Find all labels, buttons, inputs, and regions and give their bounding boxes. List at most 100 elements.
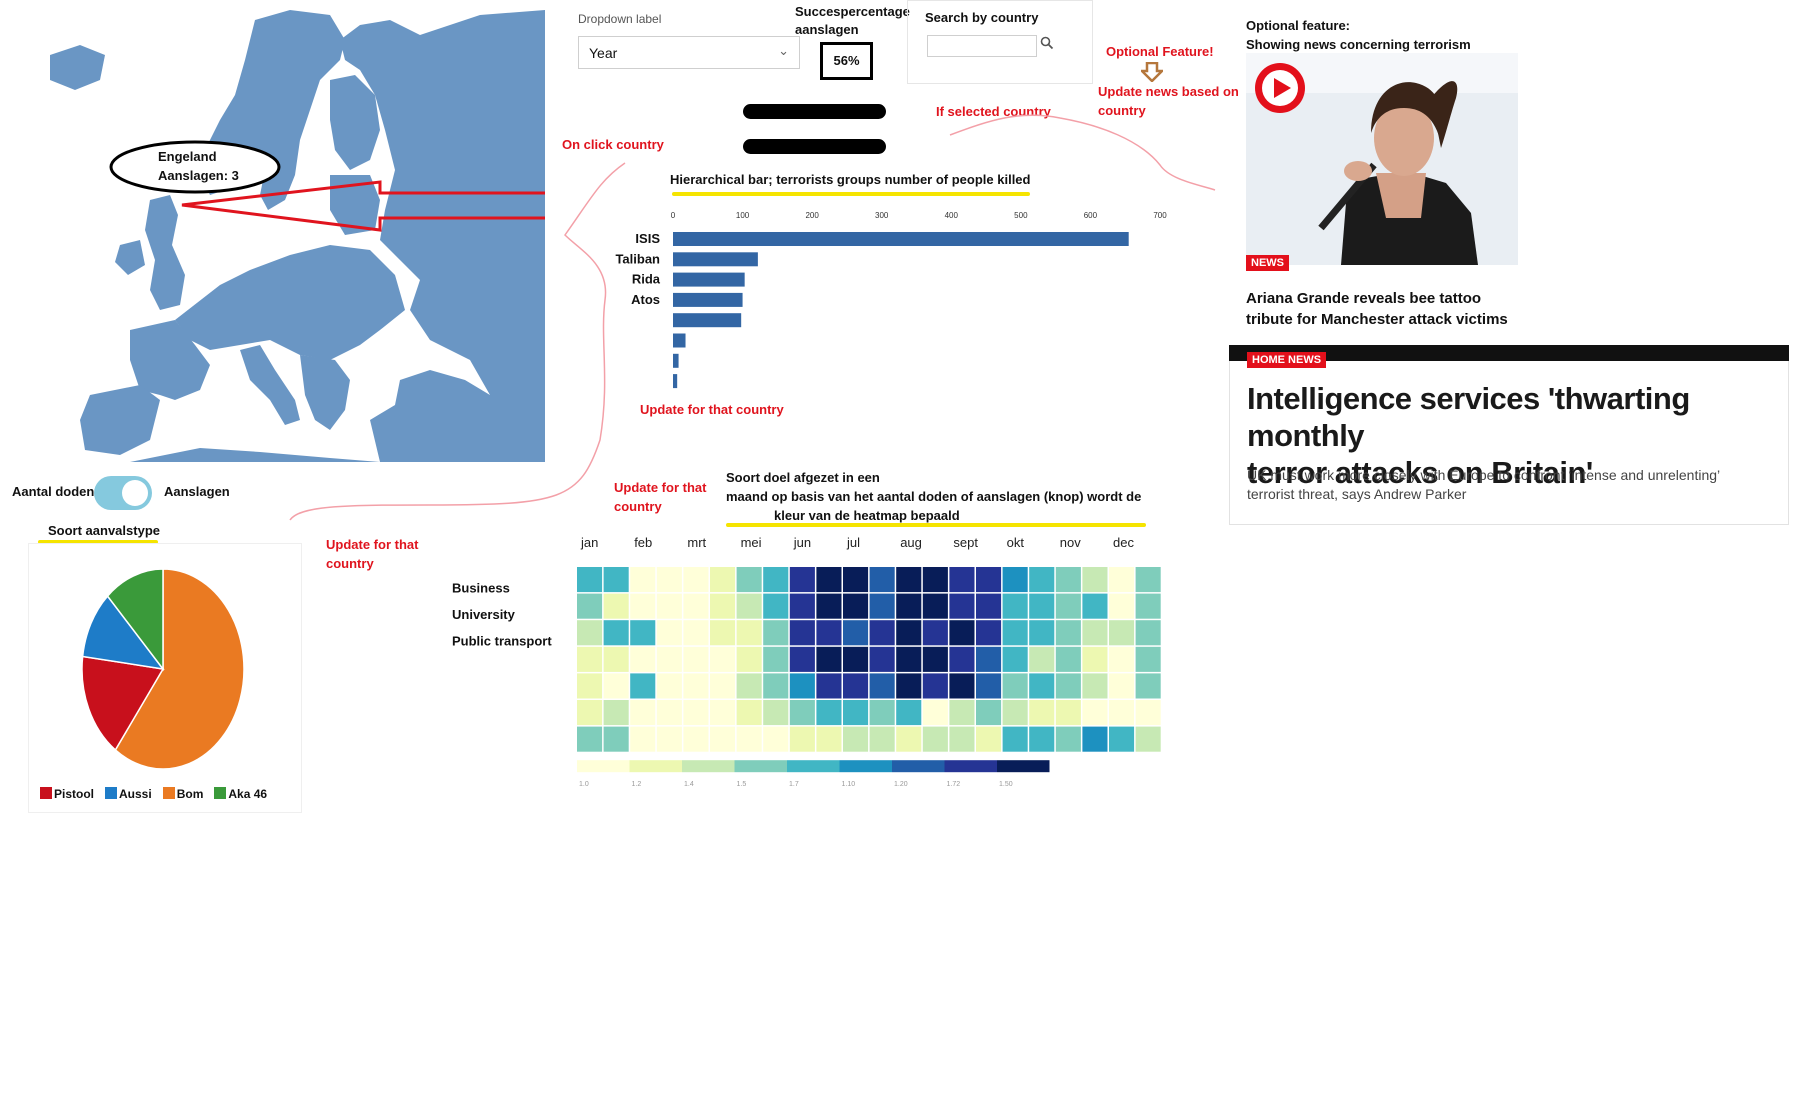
heatmap-cell[interactable] xyxy=(1082,726,1108,752)
news-headline-2[interactable]: Intelligence services 'thwarting monthly… xyxy=(1247,380,1787,491)
heatmap-cell[interactable] xyxy=(1135,726,1161,752)
heatmap-cell[interactable] xyxy=(843,567,869,593)
heatmap-cell[interactable] xyxy=(843,593,869,619)
country-search-input[interactable] xyxy=(927,35,1037,57)
heatmap-cell[interactable] xyxy=(1055,646,1081,672)
bar[interactable] xyxy=(673,353,679,368)
heatmap-cell[interactable] xyxy=(630,673,656,699)
heatmap-cell[interactable] xyxy=(976,700,1002,726)
heatmap-cell[interactable] xyxy=(816,620,842,646)
heatmap-cell[interactable] xyxy=(1029,726,1055,752)
heatmap-cell[interactable] xyxy=(603,700,629,726)
heatmap-cell[interactable] xyxy=(816,700,842,726)
heatmap-cell[interactable] xyxy=(1055,567,1081,593)
heatmap-cell[interactable] xyxy=(736,700,762,726)
heatmap-cell[interactable] xyxy=(710,673,736,699)
heatmap-cell[interactable] xyxy=(869,726,895,752)
heatmap-cell[interactable] xyxy=(1029,567,1055,593)
europe-map[interactable] xyxy=(0,0,582,462)
play-video-icon[interactable] xyxy=(1253,61,1307,120)
heatmap-cell[interactable] xyxy=(789,620,815,646)
heatmap-cell[interactable] xyxy=(1082,567,1108,593)
heatmap-cell[interactable] xyxy=(789,593,815,619)
heatmap-cell[interactable] xyxy=(683,646,709,672)
heatmap-cell[interactable] xyxy=(1002,620,1028,646)
heatmap-cell[interactable] xyxy=(736,646,762,672)
heatmap-cell[interactable] xyxy=(656,646,682,672)
heatmap-cell[interactable] xyxy=(789,567,815,593)
heatmap-cell[interactable] xyxy=(1109,620,1135,646)
heatmap-cell[interactable] xyxy=(1135,567,1161,593)
heatmap-cell[interactable] xyxy=(976,646,1002,672)
heatmap-cell[interactable] xyxy=(1029,646,1055,672)
heatmap-cell[interactable] xyxy=(976,673,1002,699)
bar[interactable] xyxy=(673,232,1129,246)
heatmap-cell[interactable] xyxy=(736,620,762,646)
heatmap-cell[interactable] xyxy=(736,726,762,752)
heatmap-cell[interactable] xyxy=(577,567,603,593)
heatmap-cell[interactable] xyxy=(869,646,895,672)
heatmap-cell[interactable] xyxy=(683,593,709,619)
heatmap-cell[interactable] xyxy=(710,593,736,619)
heatmap-cell[interactable] xyxy=(1109,593,1135,619)
heatmap-cell[interactable] xyxy=(1135,700,1161,726)
heatmap-cell[interactable] xyxy=(922,700,948,726)
year-dropdown[interactable]: Year ⌄ xyxy=(578,36,800,69)
heatmap-cell[interactable] xyxy=(1135,673,1161,699)
bar[interactable] xyxy=(673,313,742,328)
heatmap-cell[interactable] xyxy=(603,567,629,593)
bar[interactable] xyxy=(673,333,686,348)
heatmap-cell[interactable] xyxy=(630,567,656,593)
heatmap-cell[interactable] xyxy=(1002,646,1028,672)
heatmap-cell[interactable] xyxy=(763,567,789,593)
heatmap-cell[interactable] xyxy=(656,673,682,699)
heatmap-cell[interactable] xyxy=(949,700,975,726)
heatmap-cell[interactable] xyxy=(896,646,922,672)
bar[interactable] xyxy=(673,272,745,287)
heatmap-cell[interactable] xyxy=(1002,593,1028,619)
heatmap-cell[interactable] xyxy=(789,700,815,726)
heatmap-cell[interactable] xyxy=(1055,700,1081,726)
heatmap-cell[interactable] xyxy=(603,593,629,619)
heatmap-cell[interactable] xyxy=(1055,726,1081,752)
heatmap-cell[interactable] xyxy=(656,726,682,752)
heatmap-cell[interactable] xyxy=(1082,646,1108,672)
news-headline-1[interactable]: Ariana Grande reveals bee tattoo tribute… xyxy=(1246,288,1508,330)
heatmap-cell[interactable] xyxy=(949,726,975,752)
heatmap-cell[interactable] xyxy=(603,646,629,672)
heatmap-cell[interactable] xyxy=(1135,646,1161,672)
pie-slice[interactable] xyxy=(81,594,165,671)
heatmap-cell[interactable] xyxy=(656,700,682,726)
heatmap-cell[interactable] xyxy=(736,567,762,593)
heatmap-cell[interactable] xyxy=(869,620,895,646)
heatmap-cell[interactable] xyxy=(763,646,789,672)
heatmap-cell[interactable] xyxy=(710,700,736,726)
heatmap-cell[interactable] xyxy=(1082,593,1108,619)
heatmap-cell[interactable] xyxy=(710,726,736,752)
heatmap-cell[interactable] xyxy=(710,620,736,646)
pie-slice[interactable] xyxy=(81,655,165,752)
heatmap-cell[interactable] xyxy=(869,593,895,619)
heatmap-cell[interactable] xyxy=(1029,620,1055,646)
heatmap-cell[interactable] xyxy=(896,700,922,726)
heatmap-cell[interactable] xyxy=(922,646,948,672)
heatmap-cell[interactable] xyxy=(789,673,815,699)
heatmap-cell[interactable] xyxy=(976,593,1002,619)
heatmap-cell[interactable] xyxy=(816,673,842,699)
heatmap-cell[interactable] xyxy=(763,726,789,752)
heatmap-cell[interactable] xyxy=(683,726,709,752)
bar[interactable] xyxy=(673,374,678,389)
heatmap-cell[interactable] xyxy=(1109,673,1135,699)
heatmap-cell[interactable] xyxy=(763,593,789,619)
heatmap-cell[interactable] xyxy=(630,620,656,646)
heatmap-cell[interactable] xyxy=(816,726,842,752)
heatmap-cell[interactable] xyxy=(1029,700,1055,726)
heatmap-cell[interactable] xyxy=(656,593,682,619)
heatmap-cell[interactable] xyxy=(577,593,603,619)
heatmap-cell[interactable] xyxy=(577,673,603,699)
heatmap-cell[interactable] xyxy=(922,726,948,752)
heatmap-cell[interactable] xyxy=(577,620,603,646)
heatmap-cell[interactable] xyxy=(949,593,975,619)
heatmap-cell[interactable] xyxy=(1082,673,1108,699)
heatmap-cell[interactable] xyxy=(816,593,842,619)
